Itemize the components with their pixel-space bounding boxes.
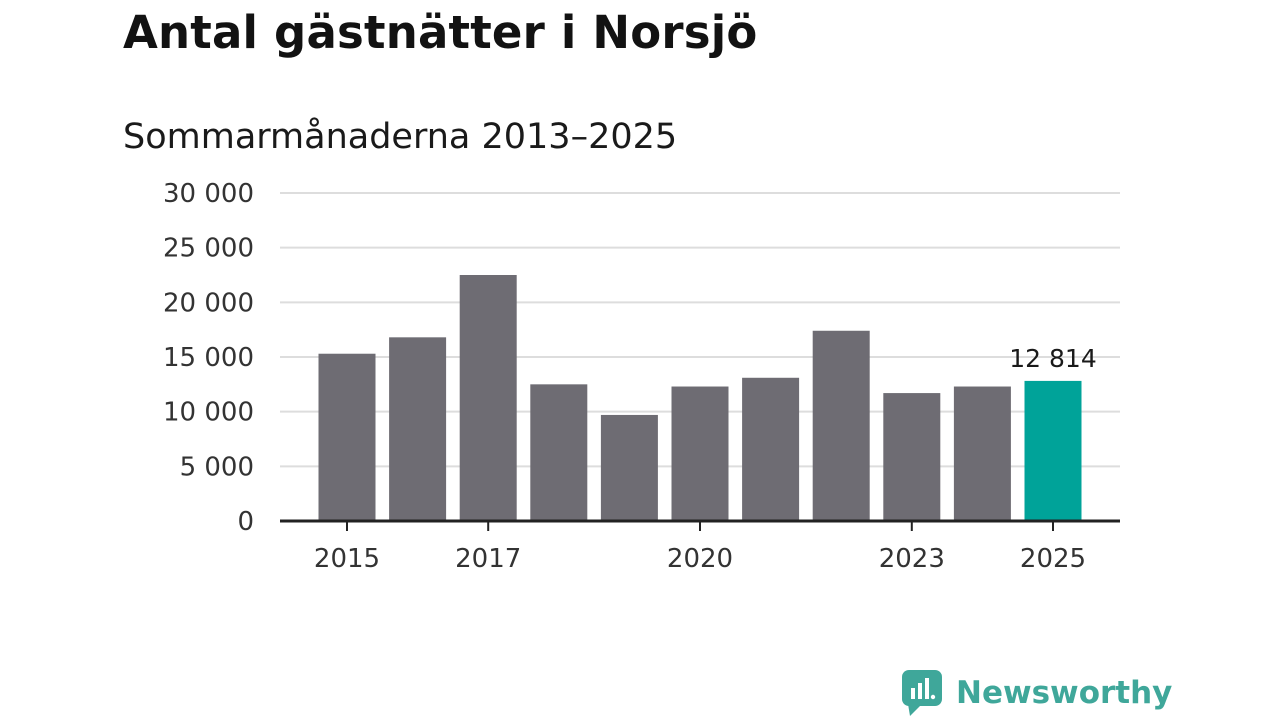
- bar-2015: [318, 353, 376, 521]
- x-tick-label: 2025: [1020, 544, 1086, 574]
- bars: [318, 275, 1082, 521]
- y-tick-label: 20 000: [163, 288, 254, 318]
- newsworthy-brand: Newsworthy: [902, 670, 1172, 716]
- x-tick-label: 2023: [879, 544, 945, 574]
- newsworthy-logo-icon: [902, 670, 942, 716]
- x-tick-label: 2015: [314, 544, 380, 574]
- bar-2021: [742, 377, 800, 521]
- bar-2023: [883, 393, 941, 521]
- chart-title: Antal gästnätter i Norsjö: [123, 6, 758, 59]
- y-tick-label: 5 000: [180, 452, 254, 482]
- bar-2017: [459, 275, 517, 521]
- x-axis-ticks: 2015 2017 2020 2023 2025: [314, 521, 1086, 574]
- y-tick-label: 0: [237, 507, 254, 537]
- y-tick-label: 10 000: [163, 398, 254, 428]
- bar-2020: [671, 386, 729, 521]
- y-tick-label: 25 000: [163, 234, 254, 264]
- brand-name: Newsworthy: [956, 675, 1173, 711]
- bar-2018: [530, 384, 588, 521]
- data-label-highlight: 12 814: [1009, 344, 1096, 373]
- bar-2016: [389, 337, 447, 521]
- bar-2019: [600, 414, 658, 521]
- x-tick-label: 2020: [667, 544, 733, 574]
- bar-2022: [812, 330, 870, 521]
- y-axis-ticks: 0 5 000 10 000 15 000 20 000 25 000 30 000: [163, 179, 254, 537]
- y-tick-label: 15 000: [163, 343, 254, 373]
- bar-2024: [953, 386, 1011, 521]
- y-tick-label: 30 000: [163, 179, 254, 209]
- x-tick-label: 2017: [455, 544, 521, 574]
- bar-2025: [1024, 380, 1082, 521]
- data-labels: 12 814: [1009, 344, 1096, 373]
- chart-subtitle: Sommarmånaderna 2013–2025: [123, 117, 678, 157]
